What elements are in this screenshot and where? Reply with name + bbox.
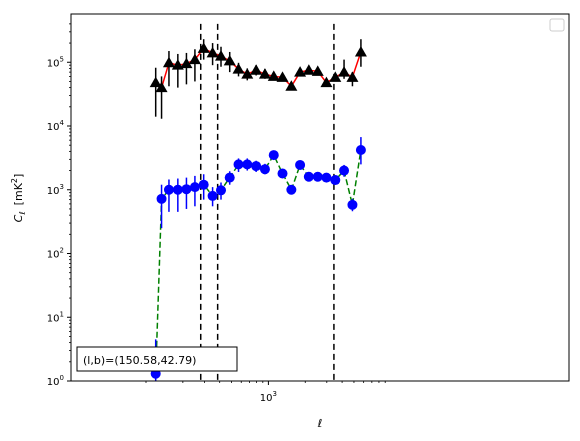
series-0-point xyxy=(149,76,162,88)
series-0-point xyxy=(285,80,298,91)
series-1-point xyxy=(198,179,209,190)
series-0-point xyxy=(232,63,245,74)
y-tick-label: 102 xyxy=(47,247,64,261)
series-1-point xyxy=(259,164,270,175)
axes-frame xyxy=(70,13,570,382)
series-1-point xyxy=(251,161,262,172)
plot-area xyxy=(149,23,367,381)
series-1-point xyxy=(347,199,358,210)
series-1-point xyxy=(207,190,218,201)
series-1-point xyxy=(339,165,350,176)
series-1-point xyxy=(268,150,279,161)
series-0-point xyxy=(162,56,175,68)
y-tick-label: 103 xyxy=(47,183,64,197)
series-0-point xyxy=(180,57,193,69)
series-0-point xyxy=(329,71,342,82)
y-axis-label: Cℓ[mK2] xyxy=(10,174,27,223)
series-0-point xyxy=(276,71,289,82)
series-1-point xyxy=(172,184,183,195)
y-tick-label: 100 xyxy=(47,374,64,388)
series-1-point xyxy=(321,172,332,183)
series-1-point xyxy=(355,145,366,156)
series-0-point xyxy=(206,46,219,58)
series-1-point xyxy=(163,184,174,195)
y-tick-label: 101 xyxy=(47,310,64,324)
x-axis-label: ℓ xyxy=(317,417,323,430)
series-1-point xyxy=(216,185,227,196)
series-0-point xyxy=(258,68,271,79)
series-1-point xyxy=(189,182,200,193)
series-0-point xyxy=(250,64,263,75)
series-0-point xyxy=(215,50,228,61)
series-0-point xyxy=(197,42,210,53)
coordinates-annotation-text: (l,b)=(150.58,42.79) xyxy=(83,354,196,367)
series-0-point xyxy=(320,76,333,88)
series-0-point xyxy=(338,66,351,77)
series-0-point xyxy=(311,65,324,76)
series-1-point xyxy=(312,171,323,182)
axis-ticks: 100 101 102 103 104 105 103 xyxy=(47,23,386,404)
y-tick-label: 104 xyxy=(47,119,65,133)
series-0-point xyxy=(223,54,236,66)
series-0-point xyxy=(346,71,359,82)
series-0-point xyxy=(241,68,254,79)
y-tick-label: 105 xyxy=(47,55,64,69)
series-1-point xyxy=(277,168,288,179)
series-1-point xyxy=(295,159,306,170)
series-1-point xyxy=(303,171,314,182)
series-1-point xyxy=(156,193,167,204)
clipped-marks xyxy=(149,23,367,381)
series-0-point xyxy=(188,53,201,65)
series-0-point xyxy=(294,66,307,77)
series-1-point xyxy=(330,175,341,186)
series-0-point xyxy=(155,81,168,93)
series-0-point xyxy=(354,45,367,57)
series-1-point xyxy=(233,159,244,170)
coordinates-annotation: (l,b)=(150.58,42.79) xyxy=(76,346,238,372)
series-1-point xyxy=(242,159,253,170)
series-0-point xyxy=(171,59,184,70)
legend-box xyxy=(549,18,565,32)
series-1-point xyxy=(224,172,235,183)
series-1-point xyxy=(181,184,192,195)
series-0-point xyxy=(267,70,280,81)
series-1-point xyxy=(286,184,297,195)
series-0-point xyxy=(302,64,315,75)
x-tick-label: 103 xyxy=(260,390,277,404)
